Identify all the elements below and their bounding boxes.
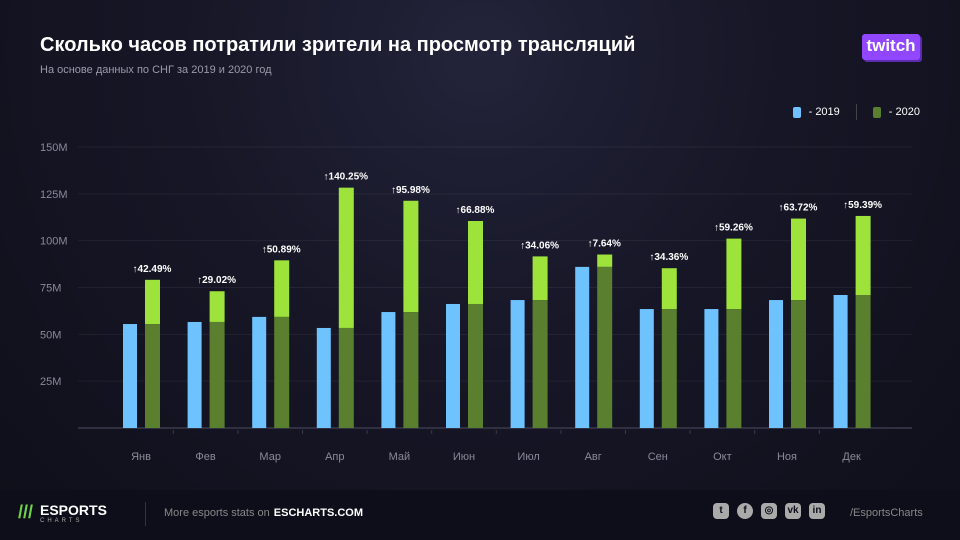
legend: - 2019 - 2020 <box>792 104 920 120</box>
legend-divider <box>855 104 857 120</box>
social-icons: t f ◎ vk in <box>713 503 825 519</box>
bar-2020-growth <box>532 256 548 301</box>
bar-2020-growth <box>855 215 871 295</box>
y-tick-label: 125M <box>40 189 68 201</box>
bar-2020-base <box>338 327 354 428</box>
twitch-logo: twitch <box>862 34 920 60</box>
bar-2020-base <box>726 309 742 428</box>
brand-sub: CHARTS <box>40 518 83 524</box>
bar-2019 <box>510 300 525 428</box>
bar-2020-growth <box>274 260 290 317</box>
facebook-icon[interactable]: f <box>737 503 753 519</box>
bar-2019 <box>316 327 331 428</box>
footer: /// ESPORTS CHARTS More esports stats on E… <box>0 490 960 540</box>
y-tick-label: 25M <box>40 376 61 388</box>
more-text: More esports stats on <box>164 507 270 519</box>
legend-swatch-2019 <box>792 106 801 118</box>
bar-2020-base <box>855 294 871 428</box>
bar-chart: 25M 50M 75M 100M 125M 150M ↑42.49% Янв ↑29.02% Фе… <box>40 142 912 463</box>
bar-2019 <box>833 294 848 428</box>
brand-name: ESPORTS <box>40 502 107 518</box>
linkedin-icon[interactable]: in <box>809 503 825 519</box>
footer-divider <box>145 502 146 526</box>
growth-label: ↑50.89% <box>262 244 301 255</box>
legend-swatch-2020 <box>872 106 881 118</box>
bar-2020-growth <box>468 220 483 304</box>
growth-label: ↑59.26% <box>714 223 753 234</box>
y-tick-label: 75M <box>40 283 61 295</box>
legend-label-2019: - 2019 <box>808 106 840 118</box>
y-tick-label: 150M <box>40 142 68 154</box>
bar-2019 <box>446 303 460 428</box>
bar-2019 <box>575 266 590 428</box>
bar-2020-growth <box>791 218 806 301</box>
esports-charts-logo: ESPORTS CHARTS <box>40 502 107 524</box>
bar-2020-base <box>661 309 677 428</box>
bar-2019 <box>639 309 654 428</box>
social-handle: /EsportsCharts <box>850 507 923 519</box>
bar-2020-base <box>403 312 419 428</box>
x-tick-label: Фев <box>195 451 215 463</box>
y-tick-label: 100M <box>40 236 68 248</box>
legend-label-2020: - 2020 <box>888 106 920 118</box>
growth-label: ↑63.72% <box>779 203 818 214</box>
bar-2020-growth <box>403 200 419 313</box>
bar-2020-growth <box>597 254 613 267</box>
bar-2020-base <box>468 303 483 428</box>
x-tick-label: Май <box>389 451 411 463</box>
bar-2020-base <box>209 321 225 428</box>
site-link[interactable]: ESCHARTS.COM <box>273 507 364 519</box>
bar-2019 <box>123 324 137 428</box>
bar-2020-growth <box>209 291 225 322</box>
growth-label: ↑59.39% <box>843 200 882 211</box>
bar-2020-base <box>145 324 160 428</box>
x-tick-label: Сен <box>648 451 668 463</box>
bar-2020-growth <box>726 238 742 310</box>
growth-label: ↑29.02% <box>197 275 236 286</box>
bar-2019 <box>704 309 719 428</box>
bar-2020-base <box>791 300 806 428</box>
more-stats: More esports stats on ESCHARTS.COM <box>164 507 363 519</box>
twitter-icon[interactable]: t <box>713 503 729 519</box>
bar-2019 <box>769 300 783 428</box>
bar-2020-growth <box>661 268 677 310</box>
bar-2020-growth <box>338 187 354 328</box>
x-tick-label: Ноя <box>777 451 797 463</box>
bar-2019 <box>381 312 396 428</box>
x-tick-label: Авг <box>585 451 602 463</box>
growth-label: ↑7.64% <box>588 239 621 250</box>
x-tick-label: Янв <box>131 451 151 463</box>
bar-2020-growth <box>145 279 160 325</box>
growth-label: ↑34.36% <box>649 252 688 263</box>
x-tick-label: Мар <box>259 451 281 463</box>
growth-label: ↑66.88% <box>456 205 495 216</box>
growth-label: ↑34.06% <box>520 240 559 251</box>
x-tick-label: Июл <box>517 451 539 463</box>
x-tick-label: Июн <box>453 451 475 463</box>
growth-label: ↑95.98% <box>391 185 430 196</box>
x-tick-label: Апр <box>325 451 344 463</box>
bar-2020-base <box>274 316 290 428</box>
vk-icon[interactable]: vk <box>785 503 801 519</box>
instagram-icon[interactable]: ◎ <box>761 503 777 519</box>
chart-title: Сколько часов потратили зрители на просм… <box>40 34 636 56</box>
bar-2020-base <box>532 300 548 428</box>
bar-2019 <box>187 321 202 428</box>
bar-2020-base <box>597 266 613 428</box>
growth-label: ↑42.49% <box>133 264 172 275</box>
x-tick-label: Дек <box>842 451 861 463</box>
y-tick-label: 50M <box>40 329 61 341</box>
growth-label: ↑140.25% <box>324 172 369 183</box>
esports-charts-logo-icon: /// <box>18 502 34 522</box>
x-tick-label: Окт <box>713 451 732 463</box>
bar-2019 <box>252 316 267 428</box>
chart-subtitle: На основе данных по СНГ за 2019 и 2020 г… <box>40 64 272 76</box>
